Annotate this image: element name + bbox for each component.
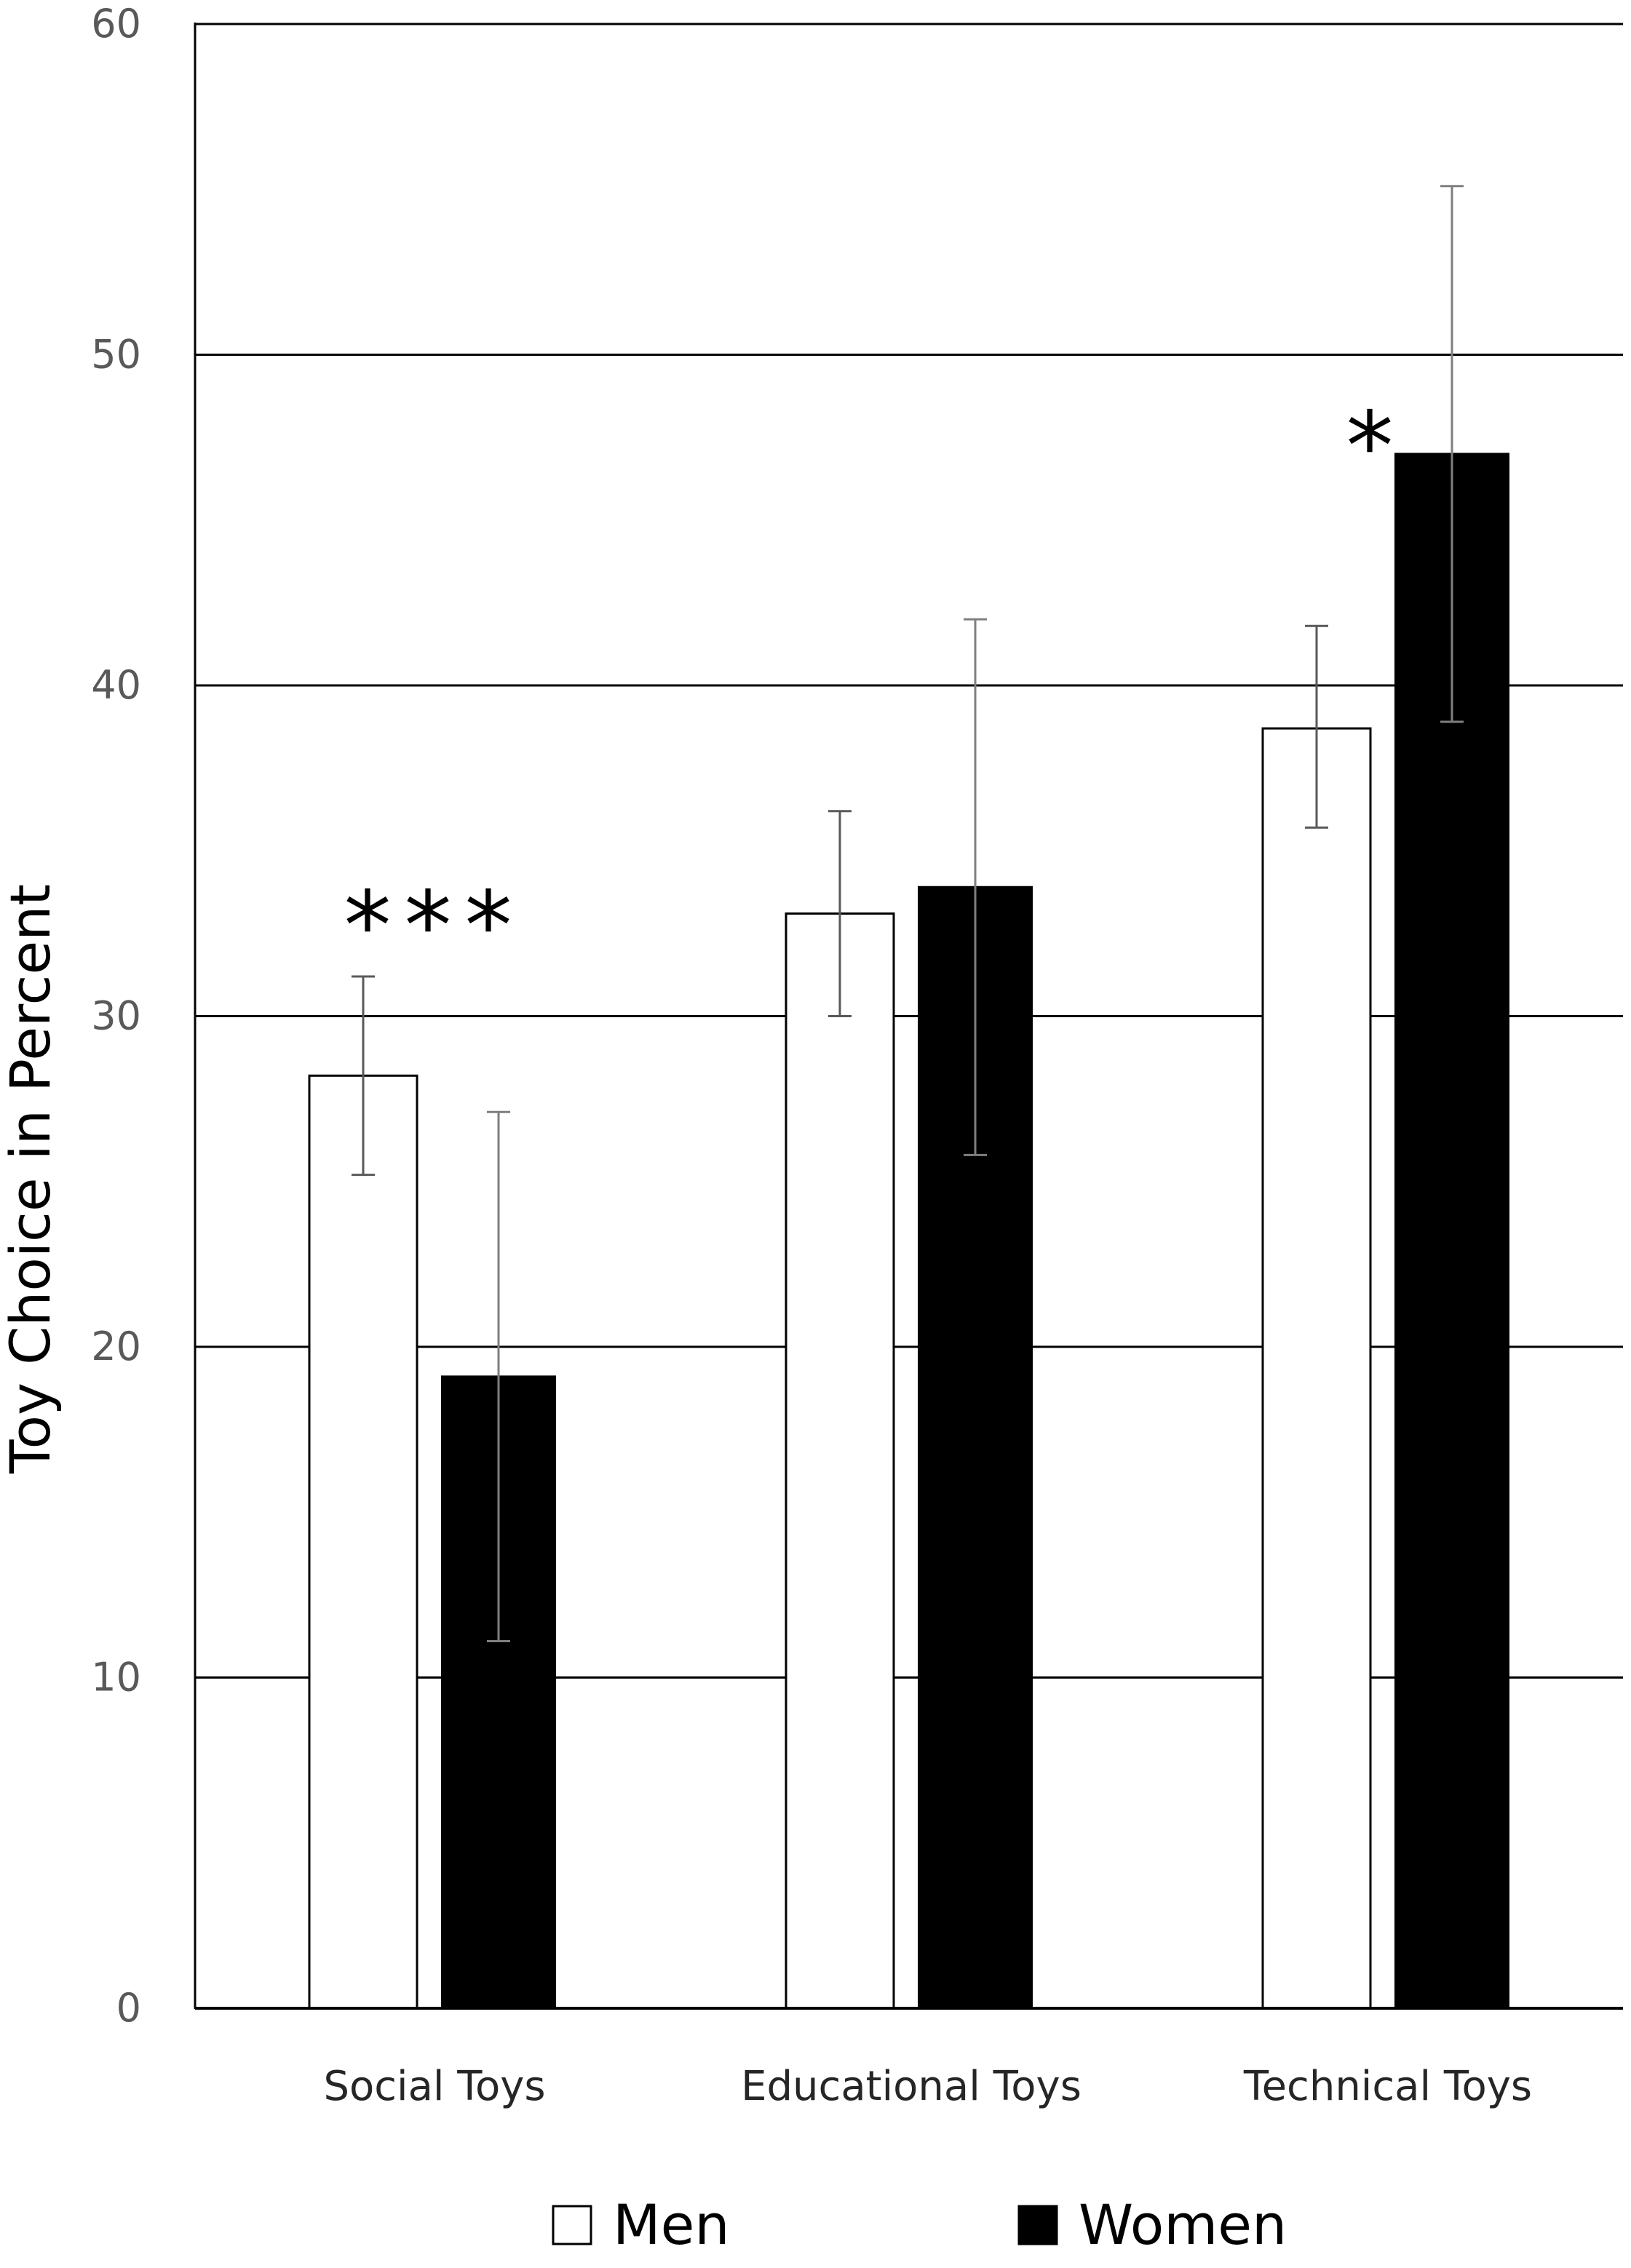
- axes: [194, 23, 1623, 2010]
- x-category-label: Educational Toys: [741, 2063, 1082, 2110]
- y-tick-label: 60: [91, 1, 141, 47]
- bar-men: [785, 912, 895, 2010]
- y-tick-label: 50: [91, 332, 141, 378]
- legend: Men Women: [552, 2192, 1287, 2257]
- error-bar-women: [964, 618, 987, 1156]
- y-axis-title: Toy Choice in Percent: [0, 884, 63, 1474]
- gridlines: [195, 23, 1623, 1679]
- legend-swatch: [1017, 2205, 1058, 2245]
- legend-label: Men: [613, 2192, 730, 2257]
- significance-marker: ***: [344, 870, 525, 981]
- error-bar-men: [1305, 624, 1328, 829]
- legend-item-women: Women: [1017, 2192, 1287, 2257]
- x-category-label: Social Toys: [323, 2063, 545, 2110]
- labels: Toy Choice in Percent 0 10 20 30 40 50 60 Socia…: [0, 1, 1532, 2110]
- error-bars: [352, 185, 1464, 1643]
- legend-item-men: Men: [552, 2192, 730, 2257]
- y-tick-label: 30: [91, 993, 141, 1039]
- y-tick-label: 40: [91, 662, 141, 708]
- y-tick-label: 10: [91, 1655, 141, 1700]
- bar-men: [1261, 727, 1372, 2010]
- bars: [308, 453, 1509, 2010]
- significance-annotations: ****: [344, 391, 1394, 981]
- y-tick-label: 20: [91, 1324, 141, 1369]
- y-tick-label: 0: [116, 1985, 141, 2031]
- error-bar-women: [1440, 185, 1464, 723]
- error-bar-men: [352, 975, 375, 1177]
- error-bar-women: [487, 1110, 510, 1643]
- x-category-label: Technical Toys: [1243, 2063, 1532, 2110]
- legend-swatch: [552, 2205, 592, 2245]
- error-bar-men: [828, 810, 852, 1017]
- legend-label: Women: [1079, 2192, 1287, 2257]
- bar-men: [308, 1074, 418, 2010]
- significance-marker: *: [1346, 391, 1394, 501]
